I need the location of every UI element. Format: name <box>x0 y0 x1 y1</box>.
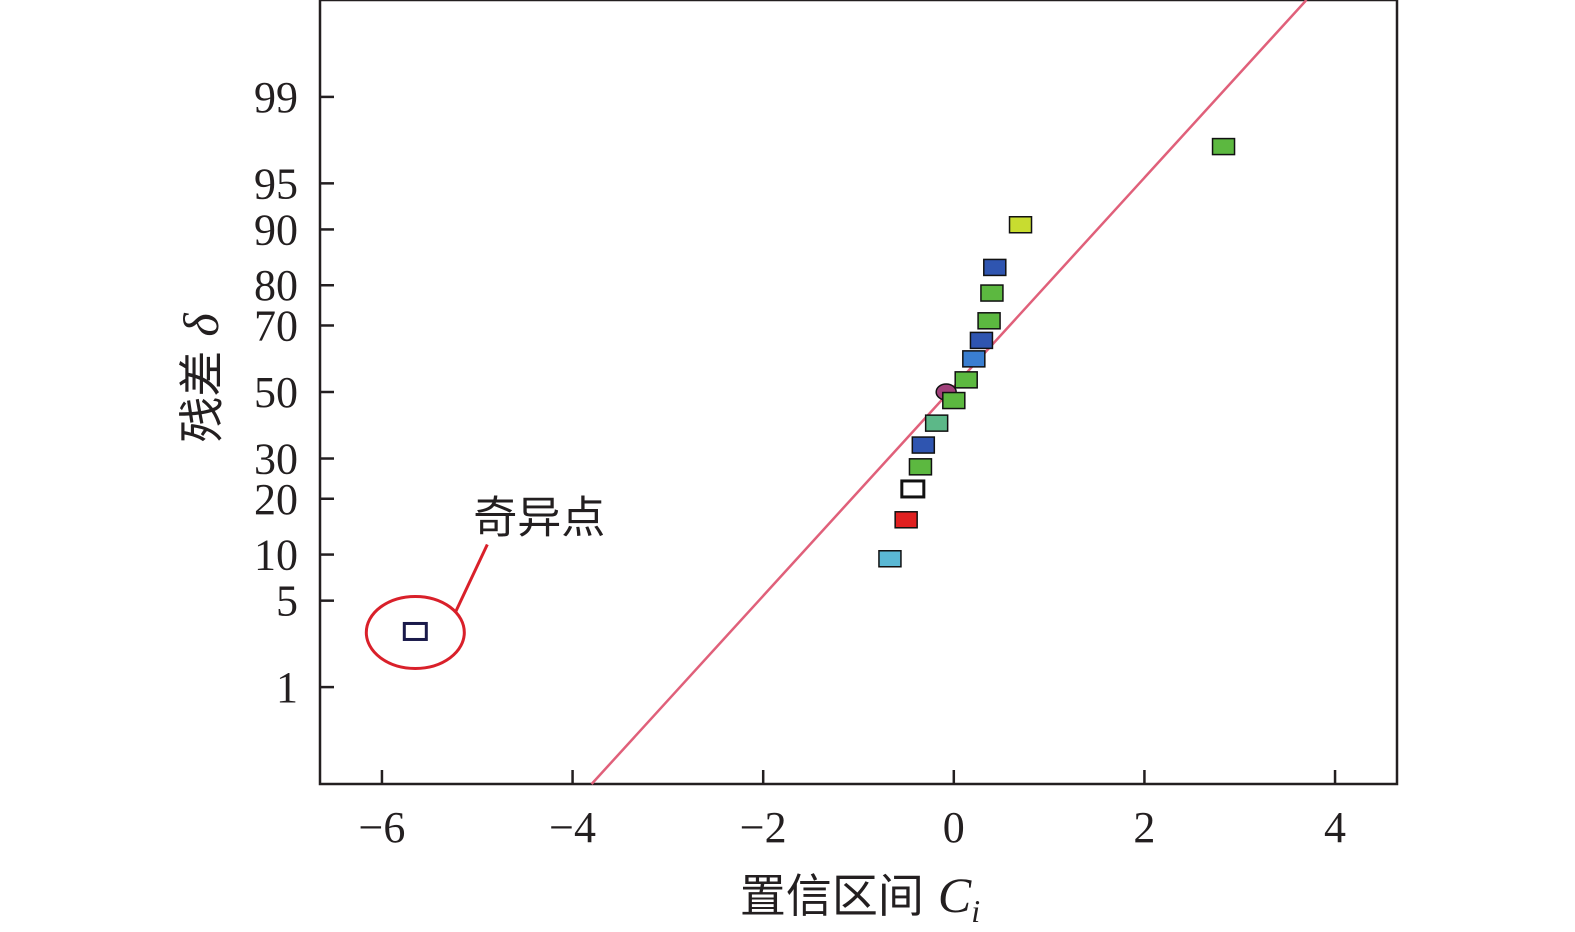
x-tick-label: 2 <box>1133 803 1155 852</box>
y-tick-label: 80 <box>254 261 298 310</box>
data-point <box>954 371 978 389</box>
data-point <box>977 312 1001 330</box>
data-point <box>962 350 986 368</box>
y-tick-label: 5 <box>276 577 298 626</box>
data-point <box>908 458 933 476</box>
data-point <box>942 391 966 410</box>
annotation-group: 奇异点 <box>364 492 605 670</box>
data-point <box>911 436 936 454</box>
y-axis-title: 残差δ <box>173 313 229 443</box>
x-tick-label: 4 <box>1324 803 1346 852</box>
y-tick-label: 1 <box>276 663 298 712</box>
data-point <box>878 550 902 568</box>
x-tick-label: −6 <box>359 803 406 852</box>
y-tick-label: 10 <box>254 531 298 580</box>
data-point <box>1008 216 1033 234</box>
y-tick-label: 99 <box>254 73 298 122</box>
data-point <box>1211 137 1236 156</box>
y-tick-label: 90 <box>254 205 298 254</box>
x-tick-label: 0 <box>943 803 965 852</box>
data-point <box>980 284 1004 302</box>
annotation-circle <box>364 594 466 670</box>
data-point <box>894 511 918 529</box>
data-point <box>969 331 994 350</box>
y-tick-label: 95 <box>254 159 298 208</box>
data-point <box>983 258 1007 277</box>
annotation-label: 奇异点 <box>473 492 605 543</box>
x-axis-title: 置信区间 Ci <box>740 867 980 929</box>
data-points <box>402 137 1236 641</box>
y-tick-label: 30 <box>254 435 298 484</box>
plot-frame <box>318 0 1399 786</box>
outlier-point <box>402 621 428 641</box>
x-tick-label: −2 <box>740 803 787 852</box>
x-axis-ticks: −6 −4 −2 0 2 4 <box>359 770 1346 852</box>
y-tick-label: 20 <box>254 475 298 524</box>
data-point <box>900 479 926 499</box>
annotation-leader <box>453 543 489 614</box>
y-tick-label: 70 <box>254 301 298 350</box>
data-point <box>924 414 949 432</box>
y-tick-label: 50 <box>254 368 298 417</box>
x-tick-label: −4 <box>549 803 596 852</box>
